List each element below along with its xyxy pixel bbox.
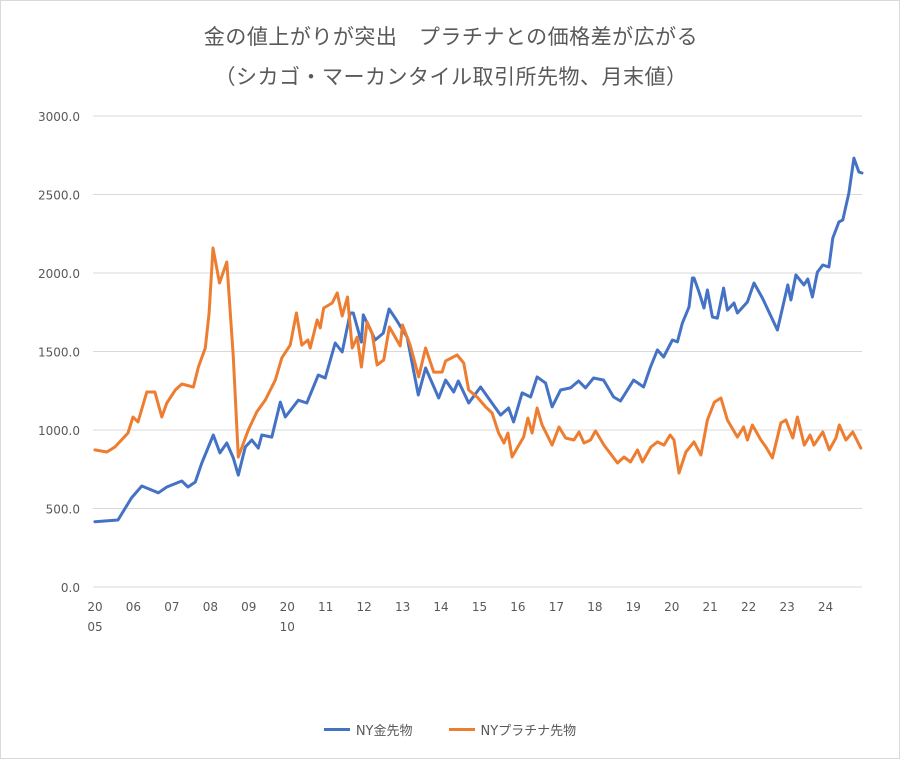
legend-label-platinum: NYプラチナ先物 (480, 724, 577, 739)
x-tick-label: 20 (664, 600, 679, 614)
legend: NY金先物 NYプラチナ先物 (0, 720, 900, 739)
legend-label-gold: NY金先物 (355, 724, 413, 739)
x-tick-label: 21 (703, 600, 718, 614)
x-tick-label: 20 (280, 600, 295, 614)
legend-item-gold: NY金先物 (323, 720, 413, 739)
x-tick-label-line2: 05 (87, 620, 102, 634)
y-tick-label: 3000.0 (38, 110, 80, 124)
x-tick-label: 23 (779, 600, 794, 614)
legend-swatch-gold (323, 728, 350, 731)
y-tick-label: 2000.0 (38, 267, 80, 281)
x-tick-label: 06 (126, 600, 141, 614)
x-tick-label: 15 (472, 600, 487, 614)
series-line-platinum (93, 246, 863, 475)
x-tick-label: 12 (357, 600, 372, 614)
x-tick-label-line2: 10 (280, 620, 295, 634)
x-tick-label: 22 (741, 600, 756, 614)
x-tick-label: 19 (626, 600, 641, 614)
x-tick-label: 09 (241, 600, 256, 614)
y-tick-label: 2500.0 (38, 189, 80, 203)
chart-subtitle: （シカゴ・マーカンタイル取引所先物、月末値） (214, 65, 688, 89)
x-tick-label: 24 (818, 600, 833, 614)
y-tick-label: 1000.0 (38, 424, 80, 438)
series-line-gold (93, 156, 864, 524)
x-tick-label: 08 (203, 600, 218, 614)
y-tick-label: 500.0 (46, 503, 80, 517)
x-tick-label: 20 (87, 600, 102, 614)
x-tick-label: 17 (549, 600, 564, 614)
x-tick-label: 13 (395, 600, 410, 614)
y-tick-label: 1500.0 (38, 346, 80, 360)
x-tick-label: 18 (587, 600, 602, 614)
y-tick-label: 0.0 (61, 581, 80, 595)
chart-title: 金の値上がりが突出 プラチナとの価格差が広がる (203, 25, 699, 49)
legend-item-platinum: NYプラチナ先物 (448, 720, 577, 739)
x-tick-label: 14 (433, 600, 448, 614)
x-tick-label: 11 (318, 600, 333, 614)
legend-swatch-platinum (448, 728, 475, 731)
x-tick-label: 16 (510, 600, 525, 614)
x-tick-label: 07 (164, 600, 179, 614)
